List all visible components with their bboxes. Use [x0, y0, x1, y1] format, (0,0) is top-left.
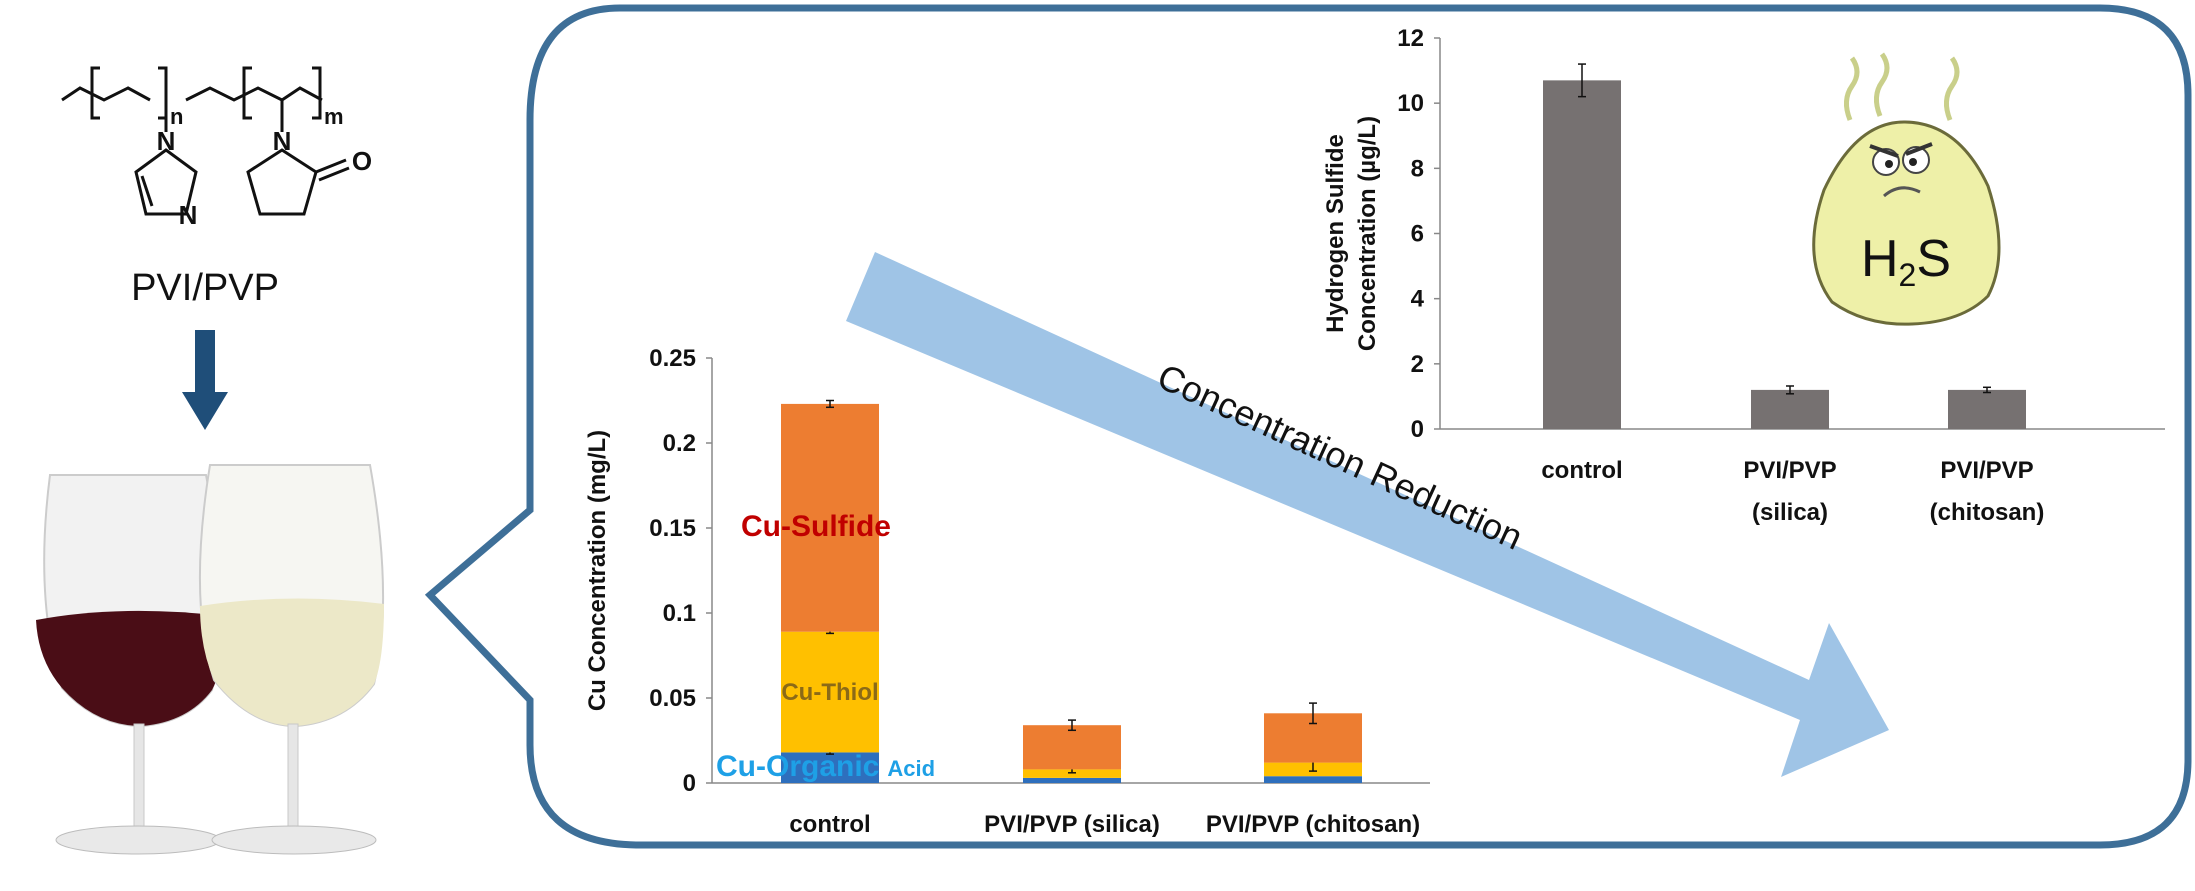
cu-organic-acid-bar [1264, 776, 1362, 783]
cu-y-tick-label: 0.2 [663, 430, 696, 457]
cu-y-tick-label: 0.25 [649, 345, 696, 372]
h2s-y-tick-label: 4 [1411, 286, 1425, 313]
cu-organic-acid-bar [781, 752, 879, 783]
cu-concentration-chart: 0 0.05 0.1 0.15 0.2 0.25 Cu Concentration (mg/… [584, 345, 1430, 838]
h2s-y-tick-label: 0 [1411, 416, 1424, 443]
carbonyl-bond [315, 158, 347, 174]
white-glass-base [211, 825, 377, 855]
cu-sulfide-bar [1023, 725, 1121, 770]
h2s-y-tick-label: 10 [1397, 90, 1424, 117]
cu-y-tick-label: 0 [683, 770, 696, 797]
wine-glasses-image [36, 464, 385, 855]
h2s-y-axis-label-line1: Hydrogen Sulfide [1322, 134, 1349, 333]
h2s-concentration-chart: 0 2 4 6 8 10 12 Hydrogen Sulfide Concentration (… [1322, 25, 2165, 526]
polymer-label: PVI/PVP [131, 267, 279, 309]
bracket-m-right [312, 66, 322, 120]
h2s-category-label-line2: (chitosan) [1930, 499, 2045, 526]
cu-category-label: PVI/PVP (silica) [984, 811, 1160, 838]
stink-line-2 [1874, 52, 1890, 117]
label-acid-part: Acid [887, 756, 935, 781]
cu-thiol-bar [1023, 769, 1121, 778]
cu-category-label: PVI/PVP (chitosan) [1206, 811, 1420, 838]
label-cu-sulfide: Cu-Sulfide [741, 510, 891, 543]
bracket-n-right [158, 66, 168, 120]
bracket-m-left [242, 66, 252, 120]
concentration-reduction-arrow [846, 252, 1889, 777]
h2s-y-tick-label: 8 [1411, 155, 1424, 182]
h2s-category-label-line1: PVI/PVP [1743, 457, 1836, 484]
egg-brow [1869, 142, 1933, 158]
backbone-left [61, 86, 151, 102]
white-wine [200, 598, 384, 726]
cu-organic-acid-bar [1023, 777, 1121, 783]
cu-thiol-bar [781, 631, 879, 753]
egg-mouth [1883, 186, 1921, 198]
atom-n-pyrrolidone: N [273, 126, 292, 156]
red-glass-stem [133, 723, 145, 833]
label-cu-organic-part: Cu-Organic [716, 750, 879, 783]
h2s-category-label-line1: control [1541, 457, 1622, 484]
white-glass-stem [287, 723, 299, 833]
h2s-y-tick-label: 12 [1397, 25, 1424, 52]
atom-n-imidazole-top: N [157, 126, 176, 156]
h2s-category-label-line2: (silica) [1752, 499, 1828, 526]
egg-pupil-left [1885, 160, 1893, 168]
atom-o-carbonyl: O [352, 146, 372, 176]
subscript-m: m [324, 104, 344, 129]
backbone-right [185, 86, 323, 102]
subscript-n: n [170, 104, 183, 129]
label-cu-thiol: Cu-Thiol [781, 679, 878, 706]
h2s-bar [1543, 80, 1621, 429]
h2s-y-tick-label: 2 [1411, 351, 1424, 378]
egg-pupil-right [1909, 158, 1917, 166]
imidazole-ring [134, 148, 198, 216]
h2s-bar [1948, 389, 2026, 429]
imidazole-double-bond [140, 175, 154, 207]
callout-bubble [424, 4, 2192, 849]
h2s-category-label-line1: PVI/PVP [1940, 457, 2033, 484]
label-cu-organic-acid: Cu-Organic Acid [716, 750, 935, 783]
carbonyl-bond-2 [318, 166, 350, 182]
stink-line-1 [1844, 56, 1860, 121]
bracket-n-left [90, 66, 100, 120]
h2s-label: H2S [1861, 230, 1951, 293]
cu-y-tick-label: 0.05 [649, 685, 696, 712]
down-arrow [182, 330, 228, 430]
red-wine [36, 610, 224, 726]
cu-category-label: control [789, 811, 870, 838]
cu-y-tick-label: 0.1 [663, 600, 696, 627]
cu-sulfide-bar [781, 403, 879, 632]
cu-y-axis-label: Cu Concentration (mg/L) [584, 430, 611, 711]
atom-n-imidazole-ring: N [179, 200, 198, 230]
polymer-structure [61, 66, 350, 216]
red-glass-base [55, 825, 221, 855]
pyrrolidone-ring [246, 148, 318, 216]
egg-body [1812, 120, 2001, 326]
h2s-y-axis-label-line2: Concentration (µg/L) [1354, 116, 1381, 351]
cu-y-tick-label: 0.15 [649, 515, 696, 542]
h2s-egg-icon: H2S [1812, 52, 2001, 326]
h2s-y-tick-label: 6 [1411, 221, 1424, 248]
stink-line-3 [1944, 56, 1960, 121]
h2s-bar [1751, 389, 1829, 429]
